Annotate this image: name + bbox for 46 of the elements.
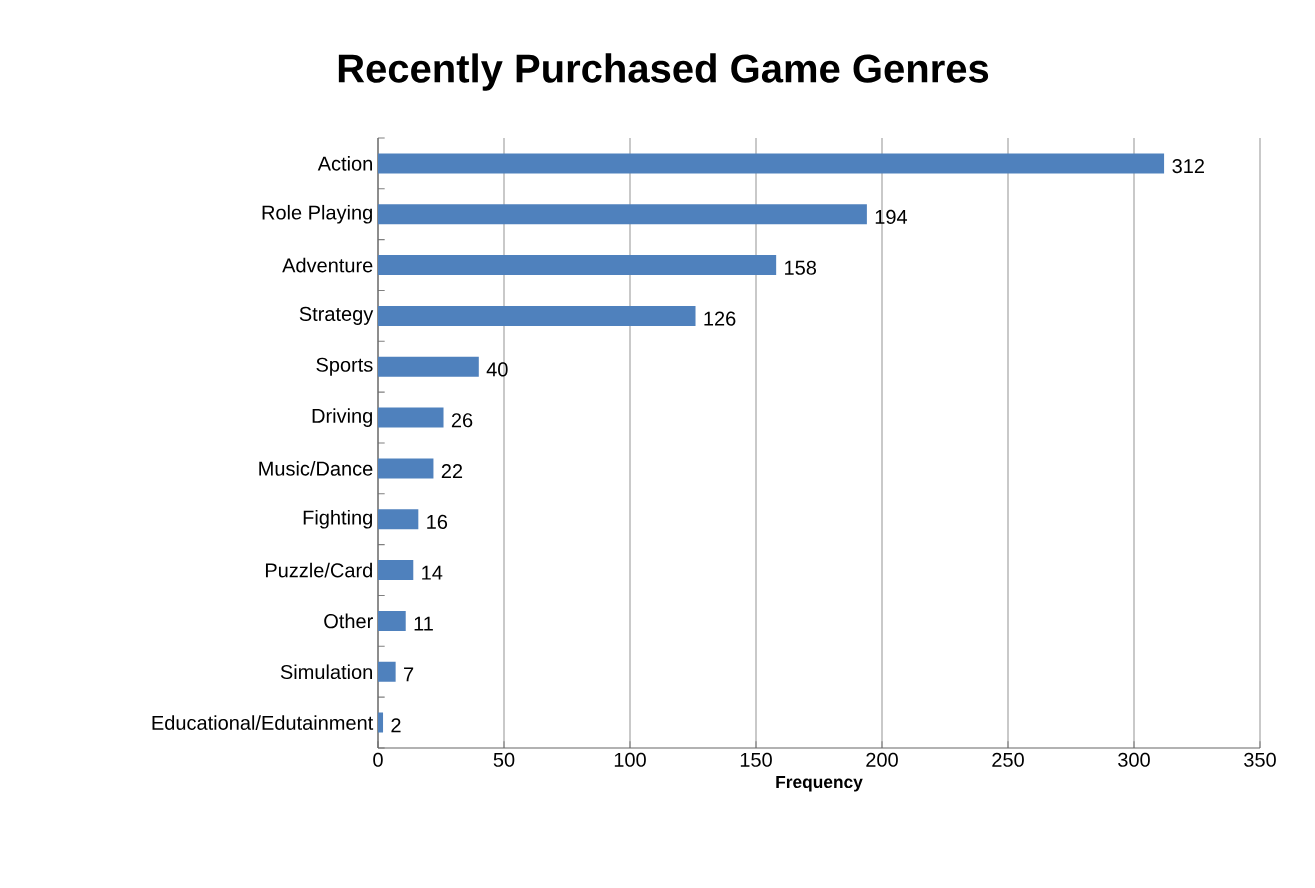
bar bbox=[378, 305, 696, 326]
data-label: 158 bbox=[785, 260, 817, 275]
y-tick-label: Music/Dance bbox=[259, 461, 373, 476]
data-label: 40 bbox=[486, 362, 508, 377]
y-tick-label: Simulation bbox=[280, 664, 372, 680]
y-tick-label: Sports bbox=[316, 357, 373, 376]
x-axis-title: Frequency bbox=[776, 776, 863, 792]
x-tick-label: 300 bbox=[1118, 752, 1150, 767]
data-label: 22 bbox=[441, 464, 463, 479]
y-tick-label: Strategy bbox=[299, 306, 374, 325]
bar bbox=[378, 407, 444, 428]
x-tick-label: 0 bbox=[373, 752, 383, 767]
x-tick-label: 250 bbox=[992, 752, 1024, 767]
bar bbox=[378, 610, 406, 631]
x-tick-label: 50 bbox=[493, 752, 515, 767]
data-label: 26 bbox=[451, 413, 473, 428]
y-tick-label: Driving bbox=[312, 408, 372, 427]
bar bbox=[378, 153, 1165, 174]
data-label: 126 bbox=[704, 311, 736, 326]
bar bbox=[378, 458, 434, 479]
bar bbox=[378, 509, 419, 530]
y-tick-label: Action bbox=[317, 156, 372, 171]
chart-title: Recently Purchased Game Genres bbox=[338, 53, 989, 91]
bar bbox=[378, 661, 396, 682]
y-tick-label: Adventure bbox=[282, 257, 373, 273]
data-label: 16 bbox=[427, 514, 448, 529]
data-label: 194 bbox=[875, 209, 908, 224]
bar bbox=[378, 204, 867, 225]
y-tick-label: Puzzle/Card bbox=[265, 562, 372, 578]
y-tick-label: Role Playing bbox=[262, 204, 372, 224]
data-label: 2 bbox=[391, 718, 401, 733]
x-tick-label: 150 bbox=[740, 752, 772, 767]
y-tick-label: Other bbox=[324, 613, 373, 629]
data-label: 7 bbox=[404, 667, 414, 682]
x-tick-label: 100 bbox=[614, 752, 646, 767]
bar bbox=[378, 255, 777, 276]
x-tick-label: 200 bbox=[866, 752, 898, 767]
bar bbox=[378, 712, 384, 733]
y-tick-label: Fighting bbox=[303, 509, 372, 529]
data-label: 312 bbox=[1172, 158, 1204, 174]
y-tick-label: Educational/Edutainment bbox=[152, 715, 374, 730]
x-tick-label: 350 bbox=[1244, 752, 1276, 767]
bar bbox=[378, 356, 479, 377]
data-label: 11 bbox=[414, 616, 433, 631]
bar bbox=[378, 560, 414, 581]
data-label: 14 bbox=[422, 565, 443, 580]
